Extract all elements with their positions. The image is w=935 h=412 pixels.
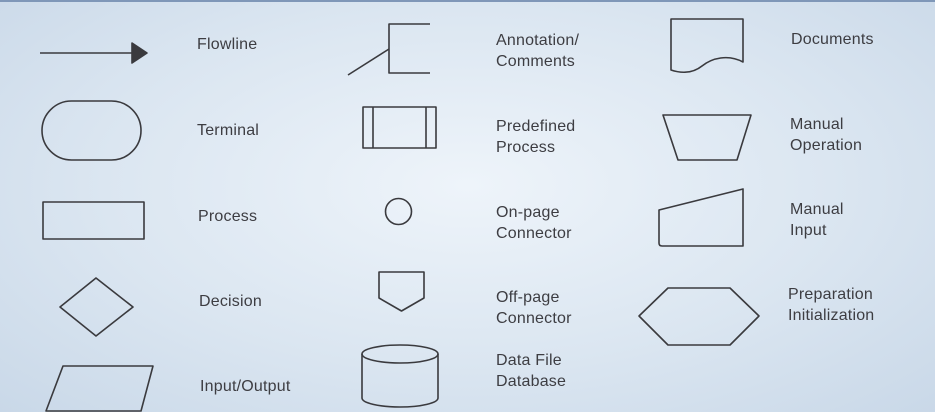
manual-op-label-line2: Operation	[790, 137, 863, 154]
decision-label: Decision	[199, 293, 262, 310]
predefined-label-line1: Predefined	[496, 118, 576, 135]
diamond-icon	[59, 277, 135, 337]
onpage-label-line1: On-page	[496, 204, 560, 221]
onpage-connector-label: On-page Connector	[496, 202, 572, 244]
manual-operation-label: Manual Operation	[790, 114, 862, 156]
datafile-database-label: Data File Database	[496, 350, 566, 392]
manual-op-label-line1: Manual	[790, 116, 844, 133]
sloped-rectangle-icon	[658, 188, 746, 250]
preparation-label: Preparation Initialization	[788, 284, 874, 326]
preparation-label-line2: Initialization	[788, 307, 875, 324]
documents-label: Documents	[791, 31, 874, 48]
manual-input-label: Manual Input	[790, 199, 844, 241]
predefined-label-line2: Process	[496, 139, 556, 156]
rectangle-icon	[42, 201, 146, 241]
datafile-label-line2: Database	[496, 373, 567, 390]
hexagon-icon	[638, 287, 762, 347]
offpage-label-line2: Connector	[496, 310, 572, 327]
cylinder-icon	[361, 344, 441, 408]
onpage-label-line2: Connector	[496, 225, 572, 242]
annotation-label-line1: Annotation/	[496, 32, 580, 49]
stadium-icon	[41, 100, 143, 162]
top-rule	[0, 0, 935, 2]
terminal-label: Terminal	[197, 122, 260, 139]
annotation-label-line2: Comments	[496, 53, 575, 70]
flowline-label: Flowline	[197, 36, 258, 53]
circle-icon	[384, 197, 414, 227]
offpage-connector-label: Off-page Connector	[496, 287, 572, 329]
datafile-label-line1: Data File	[496, 352, 562, 369]
annotation-label: Annotation/ Comments	[496, 30, 579, 72]
arrow-icon	[40, 38, 150, 68]
offpage-label-line1: Off-page	[496, 289, 560, 306]
predefined-process-label: Predefined Process	[496, 116, 575, 158]
document-icon	[670, 18, 746, 76]
pentagon-icon	[378, 271, 426, 313]
manual-input-label-line1: Manual	[790, 201, 844, 218]
parallelogram-icon	[45, 365, 155, 412]
trapezoid-icon	[662, 114, 754, 162]
input-output-label: Input/Output	[200, 378, 291, 395]
process-label: Process	[198, 208, 258, 225]
bracket-icon	[346, 22, 432, 78]
manual-input-label-line2: Input	[790, 222, 827, 239]
preparation-label-line1: Preparation	[788, 286, 873, 303]
double-sided-rectangle-icon	[362, 106, 438, 150]
